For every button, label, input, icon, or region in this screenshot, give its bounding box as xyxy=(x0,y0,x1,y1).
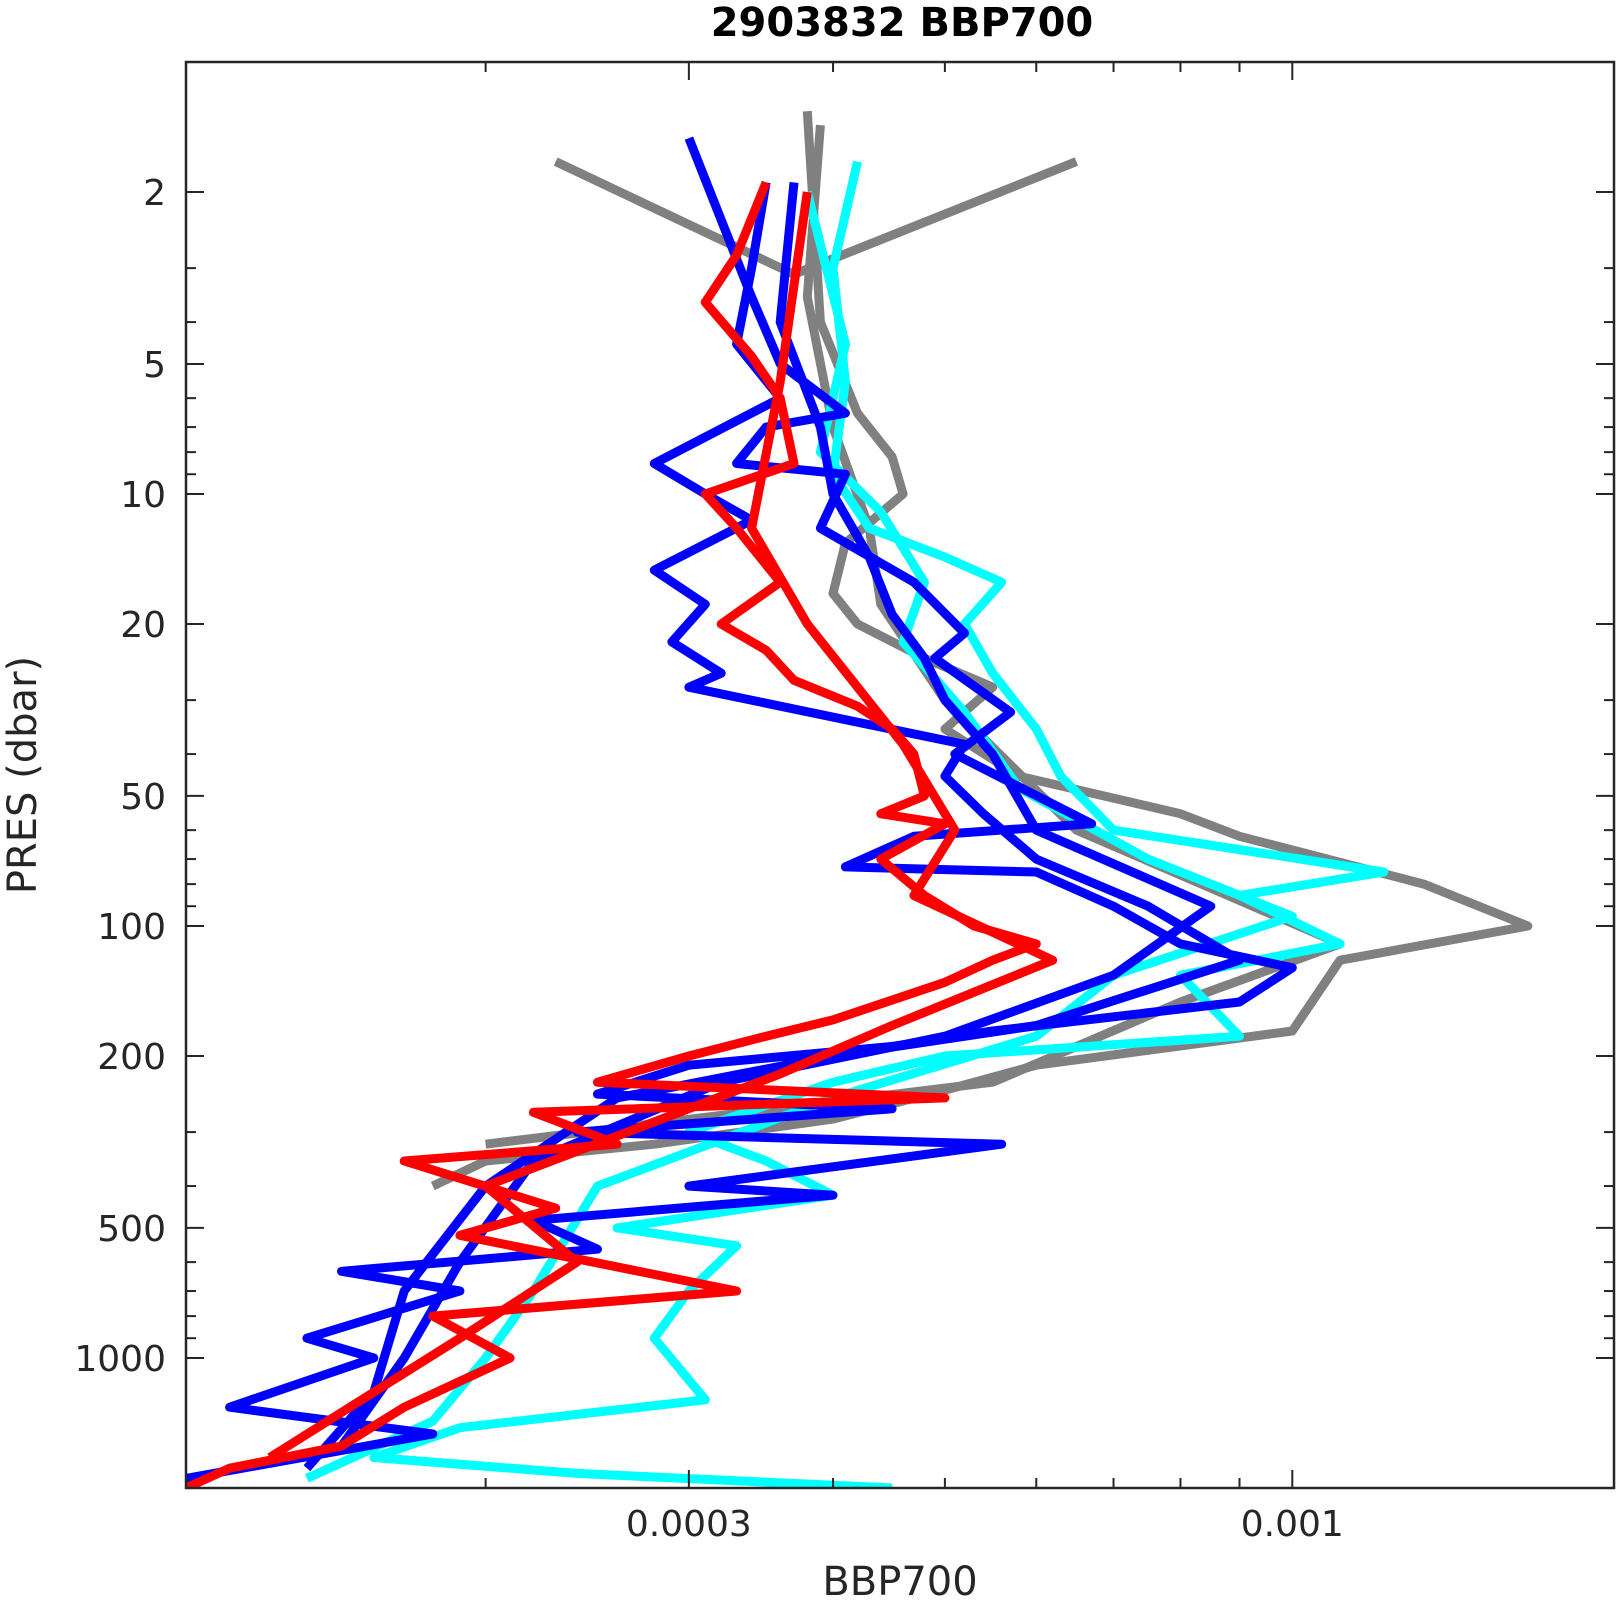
chart-title: 2903832 BBP700 xyxy=(711,0,1094,46)
x-tick-label: 0.001 xyxy=(1241,1504,1344,1545)
profile-line-cyan-5 xyxy=(305,190,1297,1483)
y-tick-label: 20 xyxy=(120,605,166,646)
x-axis-label: BBP700 xyxy=(822,1559,977,1605)
y-tick-label: 5 xyxy=(143,345,166,386)
plot-frame xyxy=(184,60,1616,1490)
y-tick-label: 50 xyxy=(120,777,166,818)
y-tick-label: 1000 xyxy=(74,1339,166,1380)
profile-line-blue-8 xyxy=(337,181,1216,1449)
y-tick-label: 2 xyxy=(143,173,166,214)
y-tick-label: 100 xyxy=(97,907,166,948)
series-layer xyxy=(186,110,1533,1488)
axes-ticks: 2 5 10 20 50 100 200 500 1000 0.0003 0.001 xyxy=(74,61,1614,1545)
y-axis-label: PRES (dbar) xyxy=(0,656,46,894)
y-tick-label: 200 xyxy=(97,1037,166,1078)
y-tick-label: 10 xyxy=(120,475,166,516)
y-tick-label: 500 xyxy=(97,1209,166,1250)
profile-line-blue-7 xyxy=(303,181,1244,1472)
profile-line-red-10 xyxy=(267,191,1058,1462)
x-tick-label: 0.0003 xyxy=(626,1504,752,1545)
